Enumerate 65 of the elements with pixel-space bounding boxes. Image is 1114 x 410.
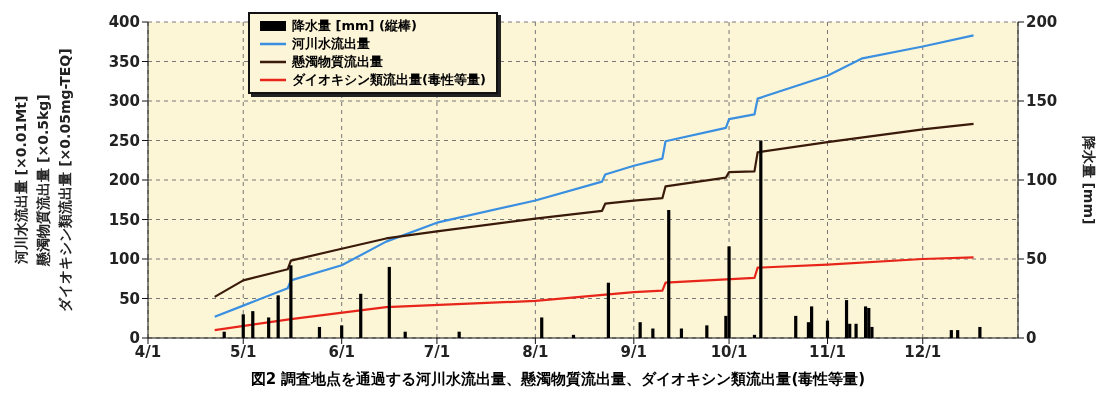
x-tick-label: 10/1 xyxy=(710,342,748,361)
bar xyxy=(267,317,271,338)
x-tick-label: 5/1 xyxy=(230,342,257,361)
y-tick-label: 150 xyxy=(108,210,140,229)
y2-tick-label: 50 xyxy=(1026,250,1047,269)
bar xyxy=(457,331,461,338)
bar xyxy=(978,326,982,338)
y2-tick-label: 100 xyxy=(1026,171,1058,190)
bar xyxy=(317,326,322,338)
bar xyxy=(359,293,363,338)
bar xyxy=(844,300,849,338)
y-tick-label: 350 xyxy=(108,52,140,71)
bar xyxy=(759,140,763,338)
bar xyxy=(825,320,830,338)
x-tick-label: 12/1 xyxy=(904,342,942,361)
bar xyxy=(340,325,344,338)
bar xyxy=(403,331,407,338)
bar xyxy=(854,323,858,338)
x-tick-label: 11/1 xyxy=(809,342,846,361)
y2-tick-label: 200 xyxy=(1026,13,1058,32)
legend-label: 懸濁物質流出量 xyxy=(292,53,383,71)
bar xyxy=(727,246,731,338)
text: 図2 調査地点を通過する河川水流出量、懸濁物質流出量、ダイオキシン類流出量(毒性等量) xyxy=(249,370,867,389)
y-tick-label: 200 xyxy=(108,171,140,190)
bar xyxy=(863,306,868,338)
y-axis-title: 河川水流出量 [×0.01Mt] 懸濁物質流出量 [×0.5kg] ダイオキシン類流出量 [×0.05mg-TEQ] xyxy=(13,48,73,312)
y-tick-label: 250 xyxy=(108,131,140,150)
x-tick-label: 4/1 xyxy=(134,342,162,361)
bar xyxy=(289,265,293,338)
line-series xyxy=(213,34,975,318)
bar xyxy=(276,295,280,338)
bar xyxy=(956,330,960,338)
bar xyxy=(752,334,757,338)
line-series xyxy=(213,256,975,332)
y2-tick-label: 0 xyxy=(1026,329,1037,348)
line-series xyxy=(213,122,975,299)
y2-axis-title: 降水量 [mm] xyxy=(1081,135,1097,225)
x-tick-label: 6/1 xyxy=(328,342,355,361)
bar xyxy=(387,266,391,338)
bar xyxy=(651,328,655,338)
y-tick-label: 100 xyxy=(108,250,140,269)
x-tick-label: 9/1 xyxy=(620,342,647,361)
bar xyxy=(667,210,671,338)
bar xyxy=(705,325,709,338)
bar xyxy=(571,334,576,338)
y-tick-label: 50 xyxy=(119,289,140,308)
x-tick-label: 8/1 xyxy=(522,342,549,361)
bar xyxy=(794,315,798,338)
bar xyxy=(251,311,255,338)
y-tick-label: 300 xyxy=(108,92,140,111)
bar xyxy=(606,282,610,338)
bar xyxy=(638,322,642,338)
y2-tick-label: 150 xyxy=(1026,92,1058,111)
x-tick-label: 7/1 xyxy=(423,342,451,361)
y-tick-label: 400 xyxy=(108,13,140,32)
bar xyxy=(679,328,684,338)
bar xyxy=(810,306,814,338)
legend-label: 河川水流出量 xyxy=(292,35,370,53)
bar xyxy=(540,317,544,338)
legend-label: ダイオキシン類流出量(毒性等量) xyxy=(292,71,486,89)
bar xyxy=(222,331,226,338)
bar xyxy=(949,330,953,338)
bar xyxy=(241,314,245,338)
legend-label: 降水量 [mm] (縦棒) xyxy=(292,17,417,35)
bar xyxy=(867,307,871,338)
